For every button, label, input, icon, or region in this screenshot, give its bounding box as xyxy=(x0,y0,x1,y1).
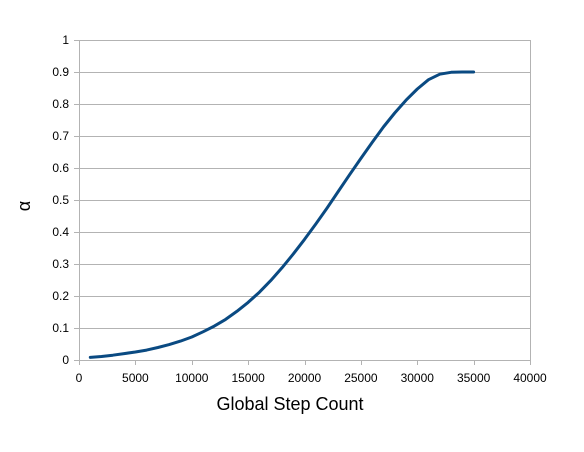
x-tick-label: 40000 xyxy=(513,371,547,385)
y-axis-title: α xyxy=(14,201,34,211)
y-tick-label: 0.3 xyxy=(52,257,69,271)
gridlines xyxy=(79,40,530,329)
y-tick-label: 0.2 xyxy=(52,289,69,303)
x-tick-label: 10000 xyxy=(175,371,209,385)
y-tick-labels: 0 0.1 0.2 0.3 0.4 0.5 0.6 0.7 0.8 0.9 1 xyxy=(52,33,69,367)
y-tick-label: 0.9 xyxy=(52,65,69,79)
x-tick-label: 30000 xyxy=(401,371,435,385)
y-tick-label: 0.6 xyxy=(52,161,69,175)
axes xyxy=(74,40,531,365)
series-line xyxy=(88,70,476,359)
y-tick-label: 0.4 xyxy=(52,225,69,239)
x-tick-label: 35000 xyxy=(457,371,491,385)
x-tick-label: 0 xyxy=(76,371,83,385)
series-group xyxy=(88,70,476,359)
x-axis-title: Global Step Count xyxy=(216,394,363,414)
y-tick-label: 0.7 xyxy=(52,129,69,143)
y-tick-label: 0.1 xyxy=(52,321,69,335)
y-tick-label: 1 xyxy=(62,33,69,47)
y-tick-label: 0 xyxy=(62,353,69,367)
y-tick-label: 0.8 xyxy=(52,97,69,111)
y-tick-label: 0.5 xyxy=(52,193,69,207)
x-tick-label: 20000 xyxy=(288,371,322,385)
x-tick-label: 15000 xyxy=(231,371,265,385)
x-tick-labels: 0 5000 10000 15000 20000 25000 30000 35000 40000 xyxy=(76,371,547,385)
x-tick-label: 25000 xyxy=(344,371,378,385)
x-tick-label: 5000 xyxy=(122,371,149,385)
